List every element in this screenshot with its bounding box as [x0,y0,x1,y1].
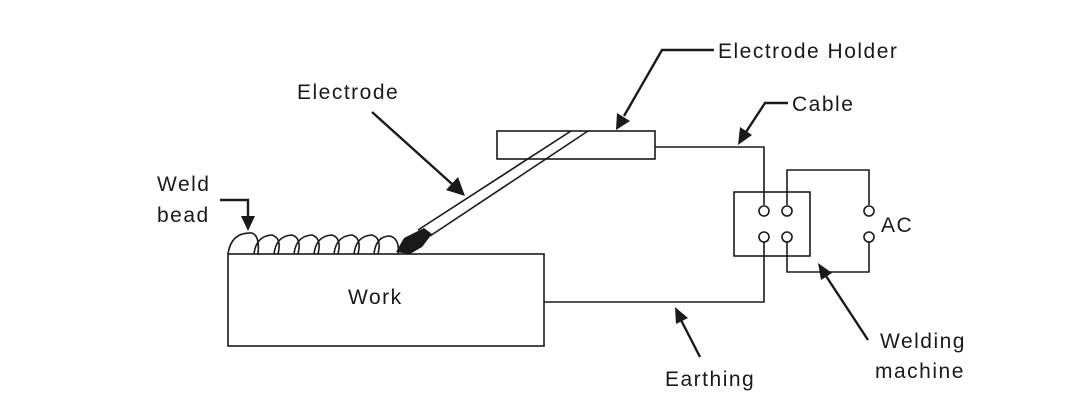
earthing-label: Earthing [665,368,755,391]
electrode-label: Electrode [297,81,399,104]
electrode-holder [496,130,656,160]
welding-machine-arrow [818,263,870,341]
welding-machine-box [733,191,811,257]
terminal [758,231,770,243]
electrode-rod-edge-1 [417,130,572,231]
ac-label: AC [881,214,913,237]
terminal [781,231,793,243]
weld-bead-arrow [220,198,255,231]
machine-label: machine [875,360,965,383]
electrode-holder-arrow [616,48,714,130]
electrode-rod-edge-2 [429,130,589,237]
electrode-holder-label: Electrode Holder [718,40,898,63]
terminal [781,205,793,217]
cable-arrow [738,101,788,145]
ac-terminal [863,231,875,243]
work-label: Work [348,286,403,309]
weld-bead [227,232,400,255]
cable-label: Cable [792,93,854,116]
electrode-arrow [371,111,465,196]
cable-wire [655,146,765,205]
earthing-wire [544,241,765,303]
welding-label: Welding [880,330,966,353]
ac-terminal [863,205,875,217]
arc-tip [396,228,432,254]
weld-label: Weld [157,173,210,196]
work-block [227,253,545,347]
earthing-arrow [675,307,702,358]
terminal [758,205,770,217]
bead-label: bead [157,204,210,227]
ac-wire-top [786,169,870,205]
